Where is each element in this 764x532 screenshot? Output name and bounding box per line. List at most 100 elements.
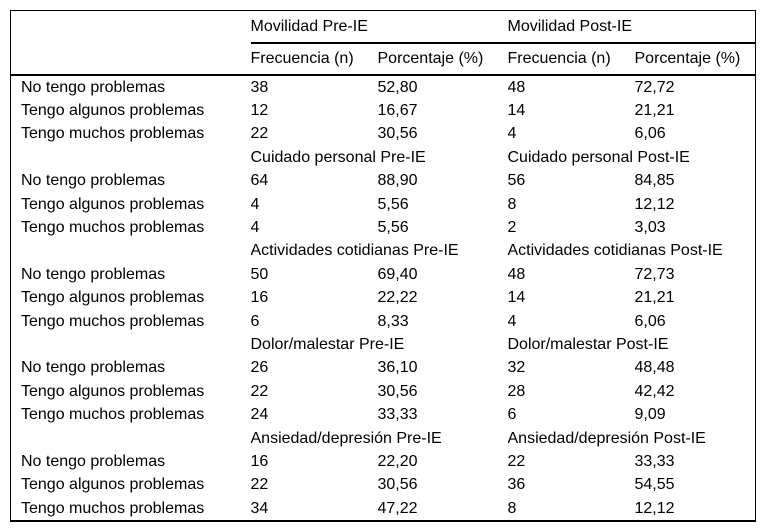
table-row: Tengo algunos problemas 12 16,67 14 21,2… [11, 99, 756, 122]
cell-frecuencia-pre: 16 [250, 289, 269, 307]
cell-frecuencia-post: 48 [507, 78, 526, 96]
cell-porcentaje-pre: 47,22 [377, 497, 508, 523]
cell-porcentaje-pre: 36,10 [377, 359, 418, 377]
cell-porcentaje-pre: 8,33 [377, 312, 409, 330]
row-label: Tengo algunos problemas [21, 476, 205, 494]
cell-porcentaje-post: 3,03 [634, 219, 666, 237]
empty-cell [11, 146, 251, 169]
col-header-porcentaje-pre: Porcentaje (%) [377, 43, 508, 76]
cell-porcentaje-post: 48,48 [634, 359, 675, 377]
cell-frecuencia-pre: 24 [250, 406, 269, 424]
eq5d-pre-post-table: Movilidad Pre-IE Movilidad Post-IE Frecu… [10, 10, 756, 523]
cell-porcentaje-post: 12,12 [634, 195, 675, 213]
row-label: Tengo muchos problemas [21, 312, 205, 330]
table-row: Tengo muchos problemas 6 8,33 4 6,06 [11, 310, 756, 333]
row-label: Tengo algunos problemas [21, 195, 205, 213]
cell-porcentaje-post: 54,55 [634, 476, 675, 494]
cell-porcentaje-post: 21,21 [634, 289, 675, 307]
cell-porcentaje-pre: 5,56 [377, 195, 409, 213]
cell-frecuencia-pre: 34 [250, 497, 378, 523]
section-title-actividades-pre: Actividades cotidianas Pre-IE [250, 242, 459, 260]
corner-empty-cell [10, 43, 251, 76]
cell-porcentaje-post: 21,21 [634, 102, 675, 120]
section-title-ansiedad-pre: Ansiedad/depresión Pre-IE [250, 429, 442, 447]
table-row: Tengo muchos problemas 4 5,56 2 3,03 [11, 216, 756, 239]
section-title-row: Ansiedad/depresión Pre-IE Ansiedad/depre… [11, 427, 756, 450]
cell-frecuencia-pre: 38 [250, 78, 269, 96]
table-row: Tengo muchos problemas 34 47,22 8 12,12 [10, 497, 756, 523]
cell-frecuencia-pre: 4 [250, 195, 260, 213]
group-header-row: Movilidad Pre-IE Movilidad Post-IE [11, 10, 756, 44]
cell-frecuencia-pre: 50 [250, 265, 269, 283]
cell-porcentaje-post: 9,09 [634, 406, 666, 424]
section-title-actividades-post: Actividades cotidianas Post-IE [507, 242, 723, 260]
cell-porcentaje-pre: 30,56 [377, 476, 418, 494]
col-header-frecuencia-post: Frecuencia (n) [507, 43, 635, 76]
table-row: No tengo problemas 38 52,80 48 72,72 [11, 75, 756, 99]
cell-porcentaje-pre: 88,90 [377, 172, 418, 190]
cell-porcentaje-pre: 22,20 [377, 452, 418, 470]
cell-porcentaje-pre: 69,40 [377, 265, 418, 283]
cell-porcentaje-pre: 5,56 [377, 219, 409, 237]
cell-frecuencia-post: 28 [507, 382, 526, 400]
cell-frecuencia-post: 14 [507, 102, 526, 120]
section-title-row: Actividades cotidianas Pre-IE Actividade… [11, 240, 756, 263]
section-title-dolor-pre: Dolor/malestar Pre-IE [250, 335, 405, 353]
cell-porcentaje-post: 6,06 [634, 312, 666, 330]
cell-frecuencia-pre: 12 [250, 102, 269, 120]
col-header-frecuencia-pre: Frecuencia (n) [250, 43, 378, 76]
cell-frecuencia-post: 4 [507, 312, 517, 330]
table-row: Tengo algunos problemas 4 5,56 8 12,12 [11, 193, 756, 216]
cell-frecuencia-post: 56 [507, 172, 526, 190]
cell-porcentaje-pre: 16,67 [377, 102, 418, 120]
cell-porcentaje-post: 12,12 [634, 497, 756, 523]
cell-frecuencia-post: 6 [507, 406, 517, 424]
row-label: Tengo muchos problemas [10, 497, 251, 523]
cell-porcentaje-pre: 22,22 [377, 289, 418, 307]
row-label: No tengo problemas [21, 359, 166, 377]
col-header-porcentaje-post: Porcentaje (%) [634, 43, 756, 76]
section-title-row: Dolor/malestar Pre-IE Dolor/malestar Pos… [11, 333, 756, 356]
cell-porcentaje-post: 72,73 [634, 265, 675, 283]
empty-cell [11, 240, 251, 263]
row-label: Tengo muchos problemas [21, 219, 205, 237]
row-label: No tengo problemas [21, 265, 166, 283]
cell-porcentaje-post: 6,06 [634, 125, 666, 143]
row-label: Tengo algunos problemas [21, 289, 205, 307]
cell-porcentaje-pre: 52,80 [377, 78, 418, 96]
row-label: Tengo muchos problemas [21, 406, 205, 424]
row-label: No tengo problemas [21, 172, 166, 190]
cell-frecuencia-post: 14 [507, 289, 526, 307]
group-header-movilidad-post: Movilidad Post-IE [507, 10, 756, 44]
section-title-row: Cuidado personal Pre-IE Cuidado personal… [11, 146, 756, 169]
cell-porcentaje-pre: 30,56 [377, 125, 418, 143]
table-row: No tengo problemas 64 88,90 56 84,85 [11, 170, 756, 193]
table-row: Tengo muchos problemas 24 33,33 6 9,09 [11, 403, 756, 426]
cell-porcentaje-post: 42,42 [634, 382, 675, 400]
row-label: Tengo muchos problemas [21, 125, 205, 143]
cell-frecuencia-pre: 22 [250, 476, 269, 494]
section-title-dolor-post: Dolor/malestar Post-IE [507, 335, 669, 353]
section-title-cuidado-post: Cuidado personal Post-IE [507, 148, 690, 166]
cell-porcentaje-pre: 30,56 [377, 382, 418, 400]
cell-porcentaje-post: 72,72 [634, 78, 675, 96]
cell-frecuencia-pre: 22 [250, 382, 269, 400]
results-table-figure: Movilidad Pre-IE Movilidad Post-IE Frecu… [10, 10, 756, 523]
cell-frecuencia-post: 36 [507, 476, 526, 494]
cell-frecuencia-pre: 16 [250, 452, 269, 470]
cell-frecuencia-pre: 26 [250, 359, 269, 377]
table-row: Tengo algunos problemas 22 30,56 36 54,5… [11, 474, 756, 497]
cell-porcentaje-pre: 33,33 [377, 406, 418, 424]
cell-frecuencia-pre: 64 [250, 172, 269, 190]
cell-frecuencia-post: 8 [507, 497, 635, 523]
cell-frecuencia-post: 22 [507, 452, 526, 470]
cell-frecuencia-post: 48 [507, 265, 526, 283]
section-title-ansiedad-post: Ansiedad/depresión Post-IE [507, 429, 706, 447]
column-header-row: Frecuencia (n) Porcentaje (%) Frecuencia… [10, 43, 756, 76]
cell-frecuencia-post: 8 [507, 195, 517, 213]
cell-porcentaje-post: 84,85 [634, 172, 675, 190]
table-row: No tengo problemas 26 36,10 32 48,48 [11, 357, 756, 380]
table-row: No tengo problemas 16 22,20 22 33,33 [11, 450, 756, 473]
row-label: No tengo problemas [21, 452, 166, 470]
corner-empty-cell [11, 11, 251, 44]
